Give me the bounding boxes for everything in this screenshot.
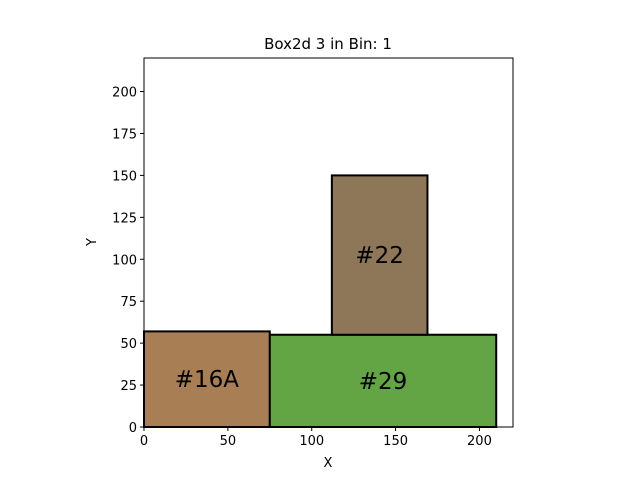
box-label-22: #22 bbox=[355, 243, 404, 269]
x-tick-label: 150 bbox=[383, 434, 408, 449]
y-tick-label: 75 bbox=[120, 295, 137, 310]
y-tick-label: 0 bbox=[129, 421, 137, 436]
x-axis-ticks: 0 50 100 150 200 bbox=[140, 427, 492, 449]
chart-title: Box2d 3 in Bin: 1 bbox=[264, 35, 392, 53]
y-tick-label: 125 bbox=[112, 211, 137, 226]
box-label-29: #29 bbox=[359, 369, 408, 395]
box-16a bbox=[143, 330, 271, 428]
y-axis-label: Y bbox=[85, 238, 100, 247]
x-tick-label: 0 bbox=[140, 434, 148, 449]
y-axis-ticks: 0 25 50 75 100 125 150 175 200 bbox=[112, 86, 144, 436]
x-axis-label: X bbox=[324, 456, 333, 471]
x-tick-label: 200 bbox=[467, 434, 492, 449]
x-tick-label: 100 bbox=[299, 434, 324, 449]
x-tick-label: 50 bbox=[220, 434, 237, 449]
boxes-layer: #16A #29 #22 bbox=[143, 174, 498, 428]
y-tick-label: 100 bbox=[112, 253, 137, 268]
y-tick-label: 200 bbox=[112, 86, 137, 101]
box-label-16a: #16A bbox=[175, 367, 240, 393]
y-tick-label: 175 bbox=[112, 127, 137, 142]
y-tick-label: 150 bbox=[112, 169, 137, 184]
box-22 bbox=[330, 174, 429, 336]
y-tick-label: 25 bbox=[120, 379, 137, 394]
plot-frame bbox=[143, 57, 514, 428]
y-tick-label: 50 bbox=[120, 337, 137, 352]
